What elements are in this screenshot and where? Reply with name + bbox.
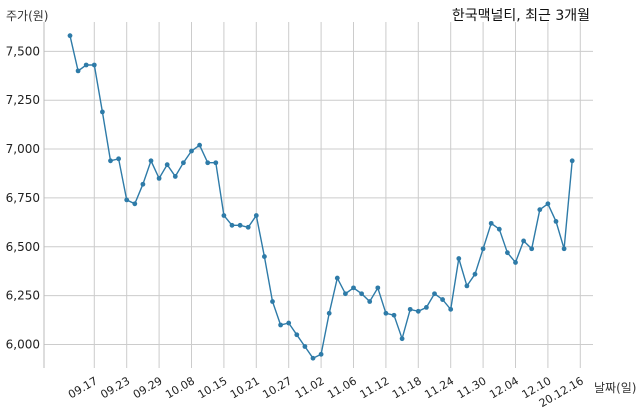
data-point [375,285,381,291]
data-point [488,220,494,226]
y-tick-label: 7,500 [6,44,40,58]
data-point [132,201,138,207]
data-point [205,160,211,166]
data-point [213,160,219,166]
data-point [237,222,243,228]
data-point [100,109,105,115]
data-point [172,174,178,179]
data-point [262,254,267,259]
series-layer [67,33,575,361]
data-point [334,275,340,281]
data-point [67,33,73,39]
data-point [148,158,154,164]
data-point [464,283,470,289]
data-point [448,306,454,312]
x-tick-label: 11.30 [455,374,489,401]
x-tick-label: 11.18 [390,374,424,401]
data-point [253,213,259,218]
y-tick-label: 7,000 [6,142,40,156]
data-point [302,344,308,349]
data-point [310,355,316,361]
data-point [553,218,559,224]
data-point [351,285,356,291]
data-point [156,175,162,181]
x-tick-label: 12.04 [487,374,521,401]
y-tick-label: 6,000 [6,338,40,352]
data-point [513,260,518,265]
y-tick-labels: 6,000 6,250 6,500 6,750 7,000 7,250 7,500 [6,44,40,351]
data-point [456,256,462,261]
data-point [399,336,405,342]
data-point [359,291,364,297]
data-point [569,158,575,164]
x-tick-label: 11.24 [422,374,456,401]
x-tick-label: 11.06 [325,374,359,401]
x-tick-label: 10.08 [163,374,197,401]
x-tick-label: 09.23 [98,374,132,401]
x-tick-label: 11.02 [293,374,327,401]
data-point [496,226,502,232]
data-point [383,310,389,316]
data-point [521,238,526,244]
data-point [407,306,413,312]
y-axis-label: 주가(원) [6,9,48,23]
data-point [318,351,324,357]
y-tick-label: 7,250 [6,93,40,107]
x-tick-labels: 09.1709.2309.2910.0810.1510.2110.2711.02… [66,374,586,410]
chart-title: 한국맥널티, 최근 3개월 [452,8,590,24]
x-tick-label: 10.21 [228,374,262,401]
data-point [415,308,421,314]
y-tick-label: 6,500 [6,240,40,254]
data-point [278,322,283,328]
data-point [124,197,130,203]
data-point [545,201,551,207]
data-point [391,312,397,318]
data-point [75,68,81,74]
data-point [432,291,437,297]
x-tick-label: 09.29 [131,374,165,401]
data-point [424,305,429,310]
data-point [505,250,510,256]
x-tick-label: 10.27 [260,374,294,401]
data-point [116,156,121,162]
data-point [197,142,203,148]
data-point [245,224,251,230]
data-point [181,160,186,166]
data-point [229,222,235,228]
y-tick-label: 6,750 [6,191,40,205]
x-tick-label: 11.12 [358,374,392,401]
data-point [343,291,348,297]
data-point [561,246,567,252]
data-point [189,148,194,154]
data-point [480,246,486,252]
data-point [83,62,89,68]
data-point [537,207,543,213]
data-point [140,181,146,187]
data-point [367,299,373,304]
data-point [270,299,275,304]
x-axis-label: 날짜(일) [594,381,636,395]
data-point [529,246,535,252]
data-point [326,310,332,316]
data-point [286,320,292,326]
x-tick-label: 10.15 [196,374,230,401]
data-point [221,213,227,218]
grid [44,22,593,368]
data-point [108,158,113,164]
data-point [164,162,170,168]
data-point [91,62,97,68]
x-tick-label: 09.17 [66,374,100,401]
data-point [294,332,300,338]
data-point [440,297,445,302]
data-point [472,271,478,277]
y-tick-label: 6,250 [6,289,40,303]
